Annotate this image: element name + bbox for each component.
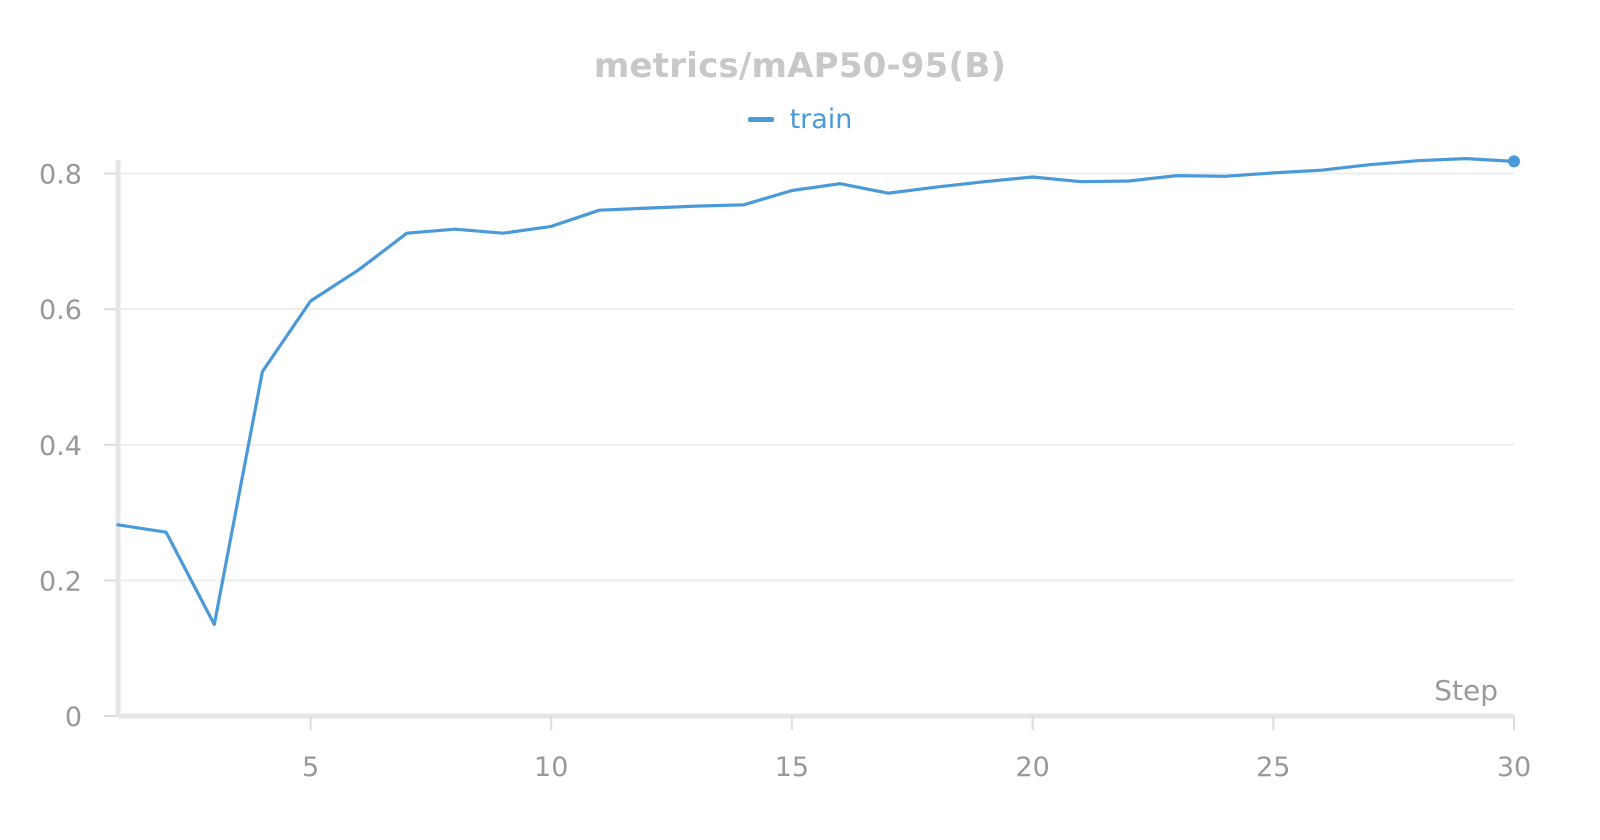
series-train [116, 155, 1520, 627]
y-tick-label-4: 0.8 [39, 160, 82, 191]
x-axis-label: Step [1434, 674, 1498, 707]
x-tick-label-1: 10 [534, 752, 568, 783]
y-tick-label-0: 0 [65, 702, 82, 733]
x-tick-labels: 5 10 15 20 25 30 [302, 752, 1531, 783]
y-tick-labels: 0 0.2 0.4 0.6 0.8 [39, 160, 82, 733]
legend: train [0, 104, 1600, 135]
y-tick-label-1: 0.2 [39, 566, 82, 597]
x-tick-label-2: 15 [775, 752, 809, 783]
grid-lines [118, 172, 1514, 582]
last-point-marker[interactable] [1508, 155, 1520, 168]
y-tick-label-2: 0.4 [39, 431, 82, 462]
chart-title: metrics/mAP50-95(B) [593, 46, 1007, 86]
legend-swatch-train [747, 117, 774, 122]
x-tick-label-4: 25 [1256, 752, 1290, 783]
legend-label-train[interactable]: train [789, 104, 853, 135]
y-tick-label-3: 0.6 [39, 295, 82, 326]
x-tick-label-0: 5 [302, 752, 319, 783]
axes [104, 160, 1515, 730]
series-line-train[interactable] [116, 157, 1516, 627]
x-tick-label-5: 30 [1497, 752, 1531, 783]
x-tick-label-3: 20 [1015, 752, 1049, 783]
